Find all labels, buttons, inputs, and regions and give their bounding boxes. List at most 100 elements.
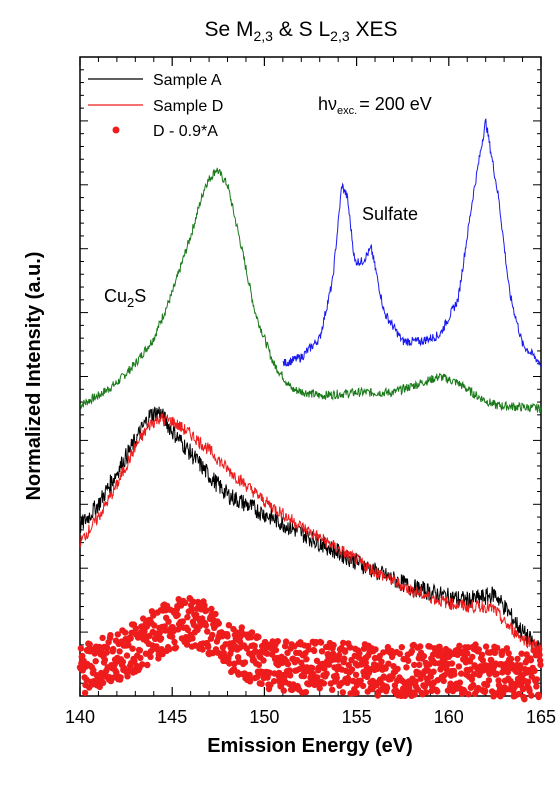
data-point (493, 670, 500, 677)
data-point (533, 683, 540, 690)
data-point (139, 661, 146, 668)
data-point (137, 654, 144, 662)
data-point (270, 678, 278, 685)
series-cu2s-reference (79, 167, 542, 414)
data-point (478, 651, 486, 658)
data-point (136, 647, 144, 654)
data-point (447, 680, 454, 687)
data-point (116, 648, 123, 655)
data-point (421, 683, 428, 690)
data-point (519, 686, 527, 693)
data-point (165, 618, 172, 625)
data-point (248, 629, 256, 636)
data-point (536, 646, 543, 653)
data-point (303, 656, 310, 663)
legend-label-difference: D - 0.9*A (153, 123, 218, 140)
data-point (99, 634, 106, 642)
x-tick-label: 150 (249, 707, 279, 727)
data-point (353, 689, 360, 697)
data-point (341, 655, 348, 662)
data-point (103, 649, 110, 656)
data-point (405, 657, 412, 664)
x-tick-label: 145 (157, 707, 187, 727)
data-point (252, 648, 259, 655)
data-point (101, 656, 109, 664)
data-point (284, 661, 292, 668)
data-point (123, 652, 131, 659)
data-point (464, 650, 471, 657)
data-point (96, 643, 103, 651)
data-point (119, 658, 127, 666)
data-point (212, 610, 219, 618)
data-point (515, 690, 523, 698)
data-point (467, 666, 474, 673)
data-point (238, 624, 245, 631)
data-point (208, 605, 215, 613)
data-point (174, 611, 181, 619)
data-point (521, 696, 528, 703)
data-point (417, 643, 424, 650)
x-axis-title: Emission Energy (eV) (207, 735, 413, 757)
data-point (309, 664, 316, 672)
data-point (448, 660, 456, 667)
data-point (110, 645, 117, 653)
data-point (77, 645, 85, 652)
data-point (260, 657, 267, 664)
data-point (171, 638, 178, 646)
data-point (199, 646, 206, 653)
data-point (340, 639, 347, 647)
data-point (346, 644, 354, 651)
data-point (129, 645, 136, 652)
data-point (225, 622, 233, 629)
data-point (470, 681, 477, 689)
data-point (258, 680, 265, 687)
data-point (86, 641, 93, 648)
data-point (423, 689, 430, 696)
data-point (287, 672, 294, 679)
data-point (127, 635, 134, 642)
legend-label-sample-a: Sample A (153, 72, 222, 89)
data-point (394, 665, 401, 673)
data-point (300, 672, 308, 680)
data-point (114, 631, 122, 638)
data-point (99, 679, 107, 686)
x-tick-label: 160 (434, 707, 464, 727)
data-point (184, 614, 191, 621)
data-point (356, 650, 363, 657)
data-point (215, 620, 222, 627)
legend: Sample A Sample D D - 0.9*A (88, 72, 223, 140)
data-point (226, 660, 233, 667)
data-point (411, 661, 418, 669)
data-point (335, 651, 343, 659)
data-point (517, 662, 524, 669)
data-point (352, 671, 360, 678)
data-point (357, 677, 364, 684)
data-point (286, 667, 293, 674)
data-point (151, 622, 158, 629)
chart-title: Se M2,3 & S L2,3 XES (204, 18, 397, 44)
data-point (190, 598, 197, 605)
data-point (344, 674, 351, 682)
data-point (172, 644, 180, 651)
annotation-cu2s: Cu2S (104, 286, 146, 310)
data-point (158, 646, 165, 653)
data-point (507, 655, 515, 663)
data-point (430, 668, 437, 675)
data-point (345, 661, 352, 669)
data-point (201, 602, 208, 609)
data-point (424, 667, 432, 674)
data-point (317, 639, 325, 646)
data-point (485, 677, 493, 684)
data-point (144, 661, 151, 669)
data-point (456, 642, 463, 649)
data-point (181, 599, 189, 606)
data-point (437, 666, 444, 673)
data-point (479, 657, 487, 664)
data-point (427, 673, 434, 680)
data-point (396, 650, 404, 657)
data-point (189, 635, 196, 642)
data-point (183, 641, 191, 648)
data-point (416, 661, 423, 669)
data-point (503, 645, 511, 652)
x-tick-label: 165 (526, 707, 556, 727)
